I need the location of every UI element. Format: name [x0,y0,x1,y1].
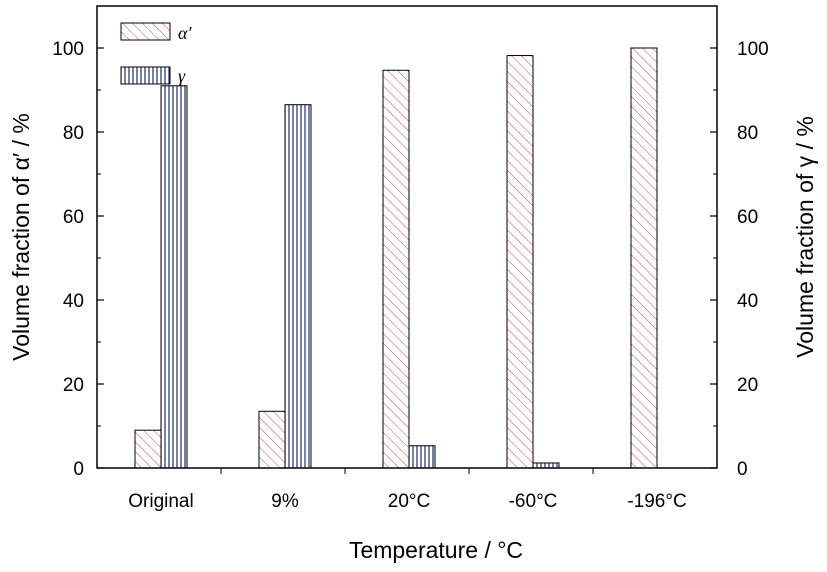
x-tick-label: Original [128,491,193,512]
bar-gamma [408,445,436,469]
bar-alpha [630,47,658,469]
legend-swatch-alpha [120,22,171,41]
x-tick-label: -196°C [627,491,686,512]
left-tick-label: 0 [73,459,84,480]
legend: α′ γ [120,22,192,86]
right-y-axis-title: Volume fraction of γ / % [792,116,818,358]
right-y-axis: 0 20 40 60 80 100 [710,5,769,480]
bar-alpha [506,55,534,469]
bar-alpha [382,69,410,469]
left-tick-label: 80 [63,123,84,144]
bar-alpha [134,429,162,469]
left-tick-label: 20 [63,375,84,396]
bars [134,47,658,469]
left-y-axis: 0 20 40 60 80 100 [52,5,104,480]
bar-gamma [284,104,312,469]
right-tick-label: 40 [737,291,758,312]
right-tick-label: 80 [737,123,758,144]
x-tick-label: 20°C [388,491,430,512]
left-tick-label: 40 [63,291,84,312]
bar-gamma [160,85,188,469]
left-tick-label: 60 [63,207,84,228]
legend-label-alpha: α′ [178,23,192,43]
left-tick-label: 100 [52,39,84,60]
bar-alpha [258,410,286,469]
right-tick-label: 20 [737,375,758,396]
right-tick-label: 60 [737,207,758,228]
x-axis-title: Temperature / °C [349,537,523,563]
right-tick-label: 100 [737,39,769,60]
right-tick-label: 0 [737,459,748,480]
legend-swatch-gamma [120,66,171,85]
x-axis-ticks: Original 9% 20°C -60°C -196°C [128,468,687,512]
left-y-axis-title: Volume fraction of α′ / % [8,113,34,361]
legend-label-gamma: γ [178,66,186,86]
x-tick-label: 9% [271,491,299,512]
x-tick-label: -60°C [509,491,558,512]
bar-gamma [532,462,560,469]
